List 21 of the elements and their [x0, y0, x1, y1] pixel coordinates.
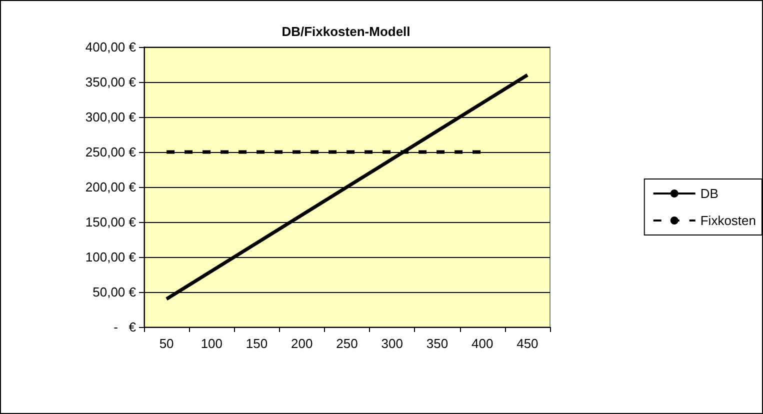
x-tick-label: 100	[200, 336, 223, 351]
y-tick-label: 200,00 €	[85, 180, 137, 194]
x-tick-label: 450	[516, 336, 538, 351]
y-tick-label: 250,00 €	[85, 144, 137, 160]
x-tick-label: 150	[246, 336, 268, 351]
y-tick-label: 150,00 €	[85, 214, 137, 230]
y-tick-label: 350,00 €	[85, 74, 137, 90]
x-tick-label: 50	[159, 336, 174, 351]
x-tick-label: 250	[336, 336, 358, 351]
legend-label: Fixkosten	[700, 213, 756, 228]
y-tick-label: 50,00 €	[92, 284, 137, 300]
y-tick-label: 400,00 €	[85, 40, 137, 54]
x-tick-label: 200	[291, 336, 313, 351]
x-tick-label: 350	[426, 336, 448, 351]
y-tick-label: 100,00 €	[85, 250, 137, 264]
legend-label: DB	[700, 186, 718, 201]
chart-title: DB/Fixkosten-Modell	[282, 24, 410, 39]
y-tick-label: - €	[114, 320, 137, 334]
x-tick-label: 400	[471, 336, 494, 351]
x-tick-label: 300	[381, 336, 403, 351]
y-tick-label: 300,00 €	[85, 110, 137, 124]
